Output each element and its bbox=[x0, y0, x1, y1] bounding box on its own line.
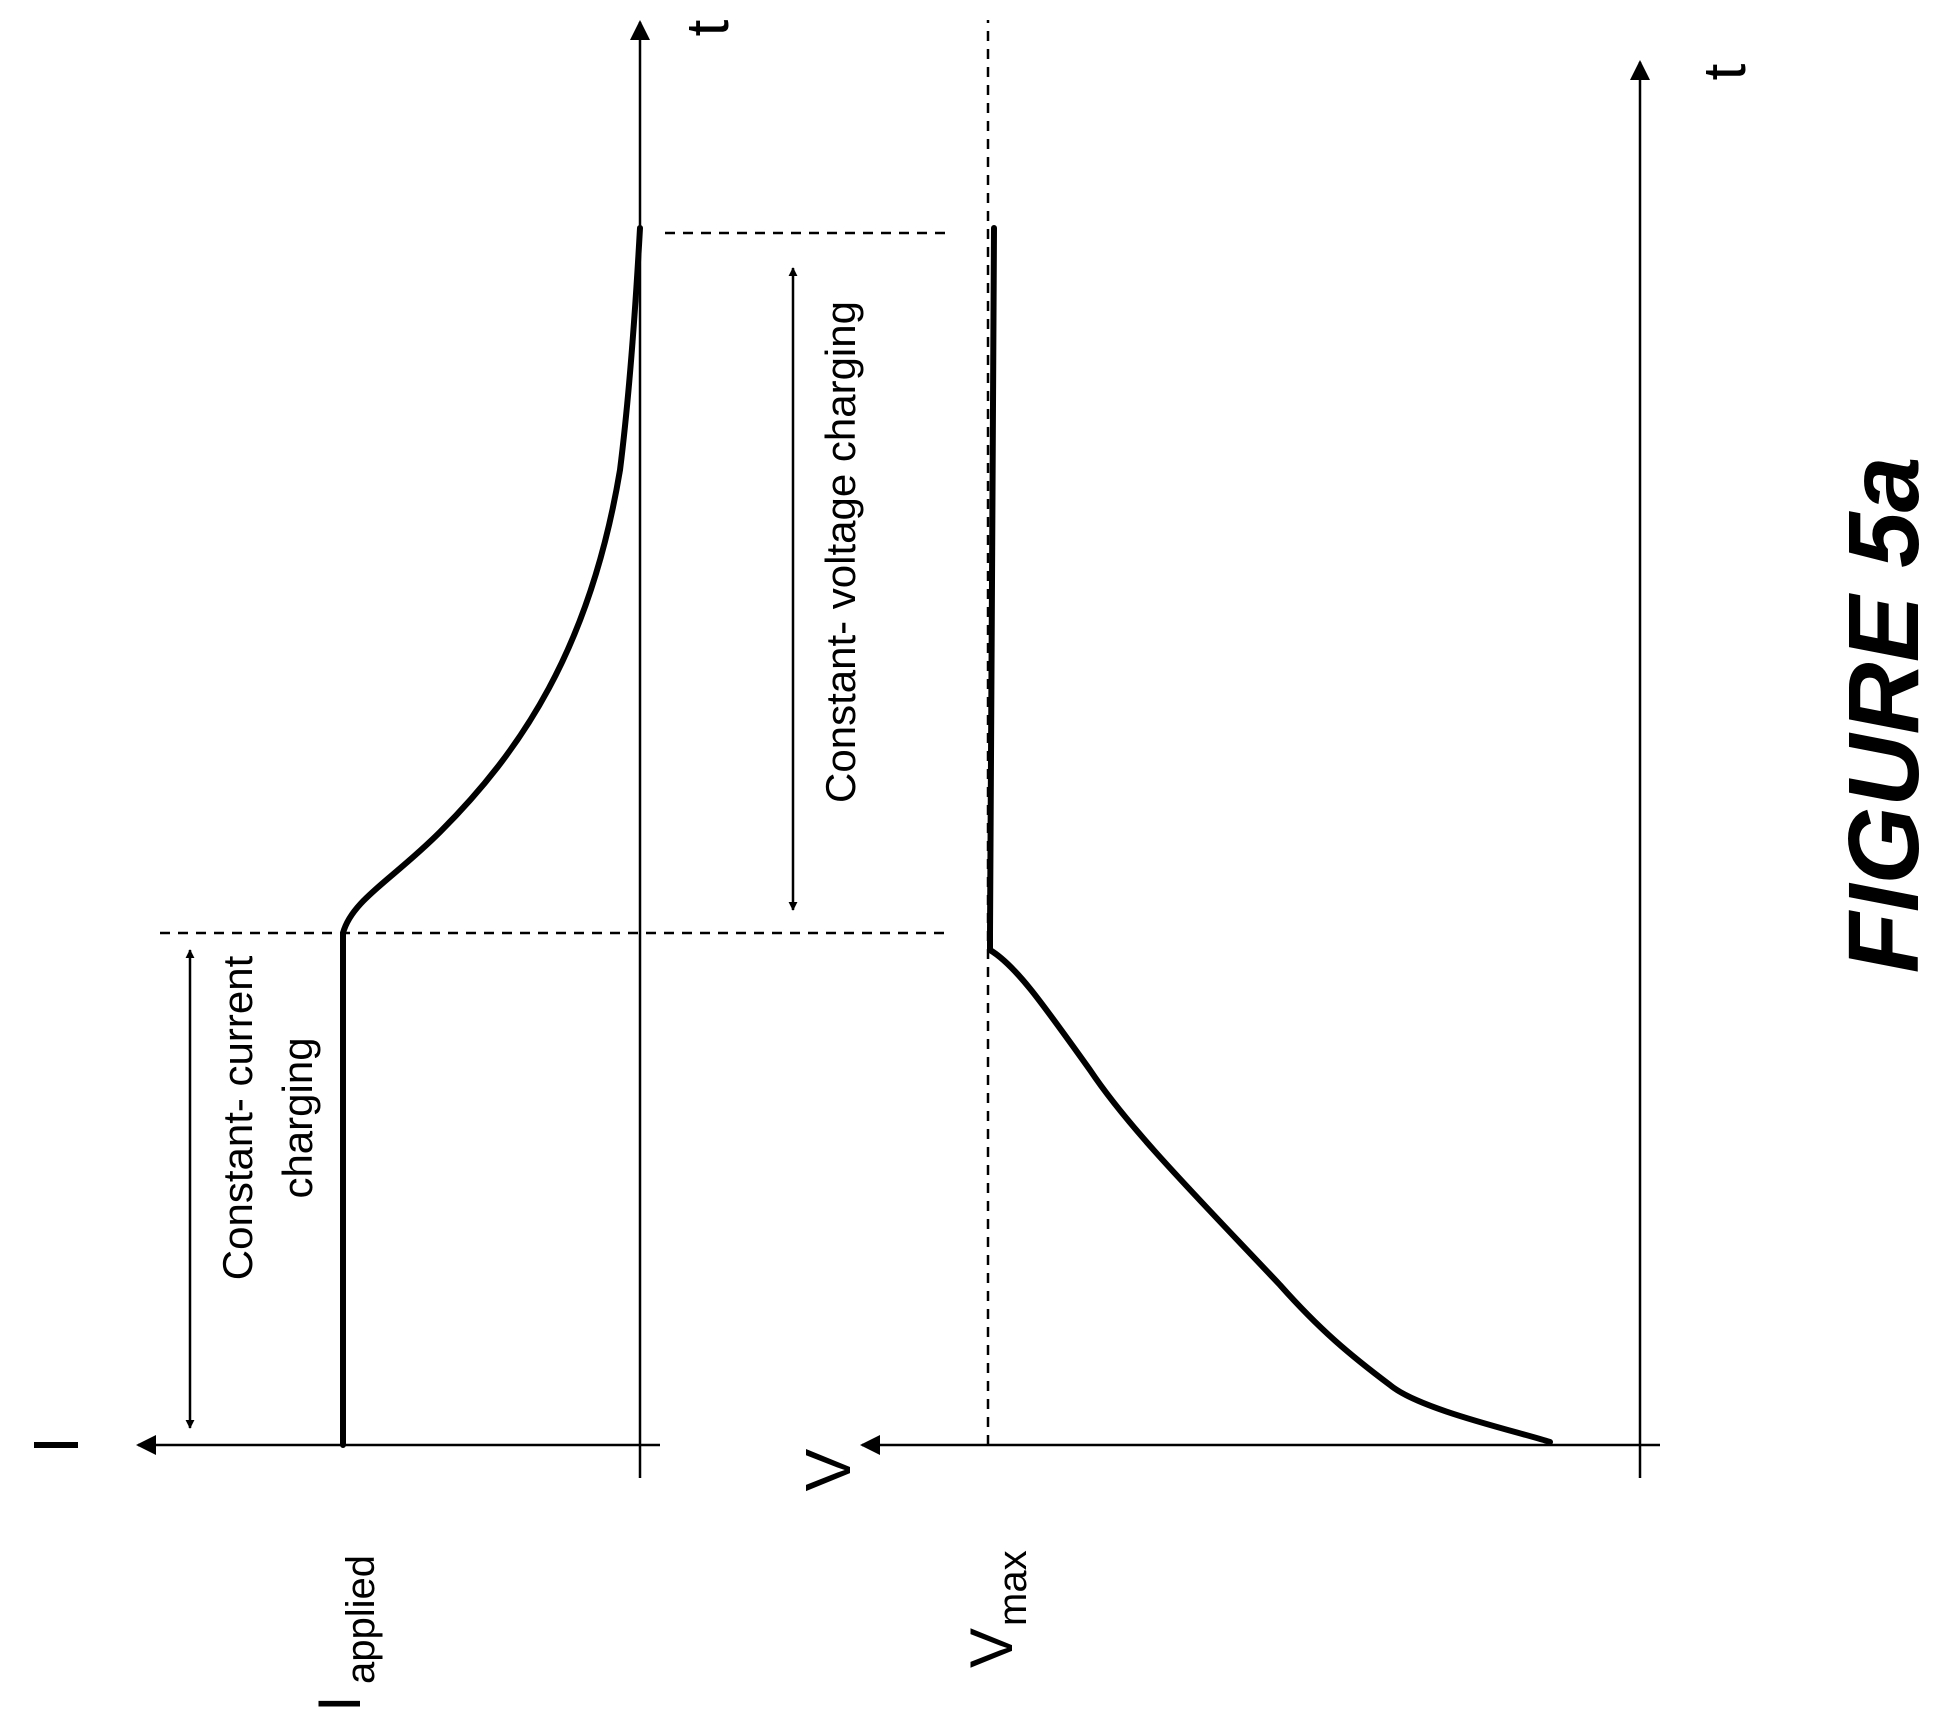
current-level-label-sub: applied bbox=[339, 1555, 383, 1684]
current-plot: I t Constant- current charging Constant-… bbox=[20, 19, 950, 1712]
current-y-axis-label: I bbox=[20, 1436, 92, 1454]
figure-caption: FIGURE 5a bbox=[1828, 457, 1937, 974]
voltage-plot: V t V max bbox=[792, 20, 1758, 1668]
voltage-level-label-sub: max bbox=[991, 1550, 1035, 1626]
current-curve bbox=[340, 225, 643, 1448]
current-x-axis-label: t bbox=[674, 19, 741, 36]
voltage-level-label: V max bbox=[958, 1550, 1035, 1668]
voltage-y-axis-label: V bbox=[792, 1448, 864, 1491]
cc-phase-label-line2: charging bbox=[274, 1037, 321, 1198]
voltage-curve bbox=[987, 225, 1553, 1445]
current-level-label-main: I bbox=[306, 1695, 373, 1712]
current-level-label: I applied bbox=[306, 1555, 383, 1712]
voltage-x-axis-label: t bbox=[1691, 63, 1758, 80]
cv-phase-label: Constant- voltage charging bbox=[817, 301, 864, 803]
cc-phase-label-line1: Constant- current bbox=[214, 955, 261, 1280]
voltage-level-label-main: V bbox=[958, 1628, 1025, 1668]
